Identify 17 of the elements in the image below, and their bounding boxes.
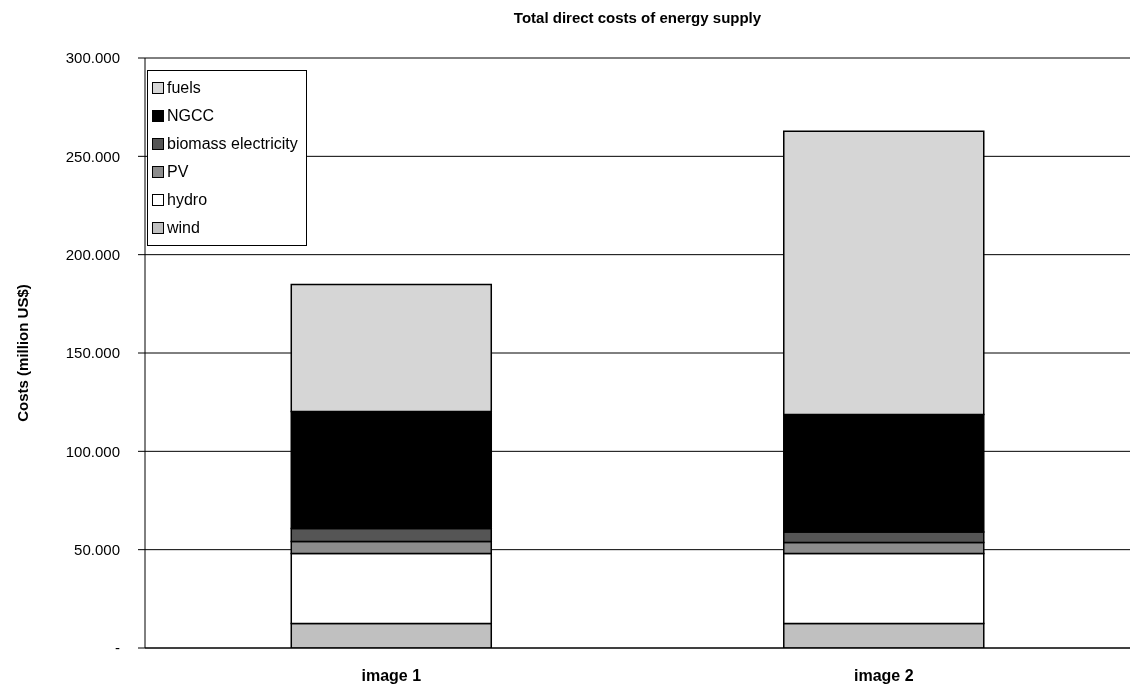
y-tick-label: 50.000: [74, 540, 120, 558]
y-tick-label: 200.000: [65, 245, 120, 263]
legend-label: wind: [167, 218, 200, 238]
y-tick-label: 150.000: [65, 344, 120, 362]
legend-label: PV: [167, 162, 189, 182]
legend-label: biomass electricity: [167, 134, 298, 154]
y-tick-label: 100.000: [65, 442, 120, 460]
legend-label: NGCC: [167, 106, 215, 126]
y-axis-title: Costs (million US$): [13, 284, 31, 422]
legend-label: hydro: [167, 190, 208, 210]
y-tick-label: 250.000: [65, 147, 120, 165]
legend-label: fuels: [167, 78, 201, 98]
y-tick-label: 300.000: [65, 49, 120, 67]
y-tick-label: -: [115, 639, 120, 657]
x-tick-label: image 1: [361, 667, 422, 685]
x-tick-label: image 2: [853, 667, 914, 685]
chart-title: Total direct costs of energy supply: [512, 9, 763, 26]
